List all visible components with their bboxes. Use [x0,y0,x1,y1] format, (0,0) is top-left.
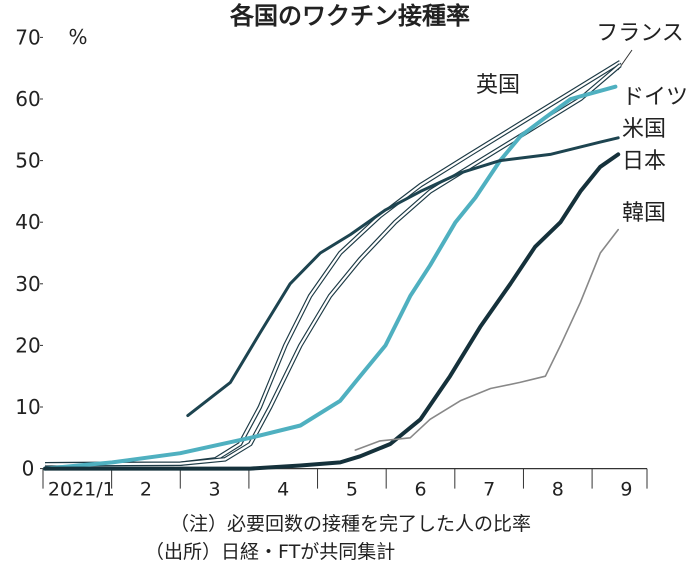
line [43,84,618,471]
line [43,152,621,471]
y-tick-label: 20 [15,333,40,357]
x-tick-label: 7 [483,479,495,501]
y-tick-label: 50 [15,149,40,173]
y-tick-label: 60 [15,87,40,111]
chart-title: 各国のワクチン接種率 [229,2,470,30]
series-label: フランス [596,21,684,46]
x-tick-label: 2 [140,479,152,501]
series-label: 米国 [622,117,666,142]
y-tick-label: 40 [15,210,40,234]
x-tick-label: 2021/1 [48,479,115,501]
y-tick-label: 30 [15,272,40,296]
line [45,61,621,466]
y-tick-label: 70 [15,25,40,49]
note: （出所）日経・FTが共同集計 [145,541,395,563]
x-tick-label: 3 [209,479,221,501]
x-tick-label: 9 [620,479,632,501]
y-unit: % [68,25,87,49]
x-tick-label: 6 [414,479,426,501]
x-tick-label: 4 [277,479,289,501]
y-tick-label: 0 [22,457,35,481]
y-tick-label: 10 [15,395,40,419]
note: （注）必要回数の接種を完了した人の比率 [170,513,531,535]
series-label: 日本 [622,149,666,174]
line [354,228,619,451]
x-tick-label: 8 [552,479,564,501]
line [186,136,620,418]
x-tick-label: 5 [346,479,358,501]
series-label: 英国 [476,73,520,98]
series-label: ドイツ [622,85,688,110]
series-label: 韓国 [622,201,666,226]
